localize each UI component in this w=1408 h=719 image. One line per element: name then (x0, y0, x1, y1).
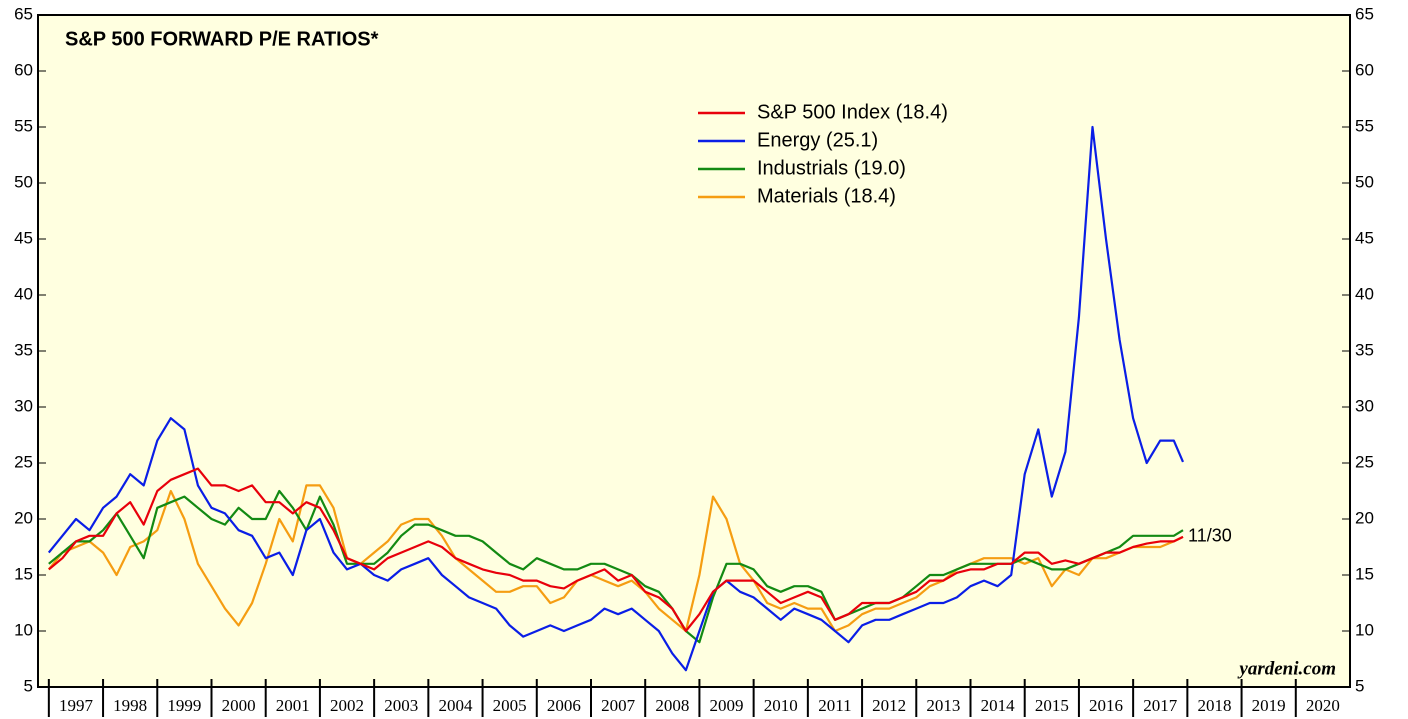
x-tick-label: 2000 (222, 696, 256, 715)
end-annotation: 11/30 (1188, 526, 1232, 546)
x-tick-label: 2016 (1089, 696, 1123, 715)
series-line (47, 125, 1185, 672)
y-tick-label: 5 (24, 676, 33, 695)
series-line (48, 467, 1184, 633)
x-tick-label: 2012 (872, 696, 906, 715)
y-tick-label: 35 (14, 340, 33, 359)
y-tick-label: 30 (14, 396, 33, 415)
y2-tick-label: 55 (1355, 116, 1374, 135)
y2-tick-label: 30 (1355, 396, 1374, 415)
y2-tick-label: 25 (1355, 452, 1374, 471)
y2-tick-label: 40 (1355, 284, 1374, 303)
x-tick-label: 2017 (1143, 696, 1178, 715)
x-tick-label: 2009 (710, 696, 744, 715)
y-tick-label: 15 (14, 564, 33, 583)
y-tick-label: 25 (14, 452, 33, 471)
legend-label: Industrials (19.0) (757, 157, 906, 179)
y2-tick-label: 65 (1355, 4, 1374, 23)
x-tick-label: 2011 (818, 696, 851, 715)
x-tick-label: 1997 (59, 696, 94, 715)
y-tick-label: 45 (14, 228, 33, 247)
y2-tick-label: 50 (1355, 172, 1374, 191)
y-tick-label: 10 (14, 620, 33, 639)
y2-tick-label: 45 (1355, 228, 1374, 247)
x-tick-label: 2002 (330, 696, 364, 715)
x-tick-label: 2007 (601, 696, 636, 715)
legend-label: Materials (18.4) (757, 185, 896, 207)
x-tick-label: 2019 (1252, 696, 1286, 715)
plot-area (37, 14, 1351, 688)
y-tick-label: 50 (14, 172, 33, 191)
x-tick-label: 2015 (1035, 696, 1069, 715)
x-tick-label: 2013 (926, 696, 960, 715)
y2-tick-label: 20 (1355, 508, 1374, 527)
legend-label: Energy (25.1) (757, 129, 878, 151)
legend-label: S&P 500 Index (18.4) (757, 101, 948, 123)
series-line (47, 484, 1184, 633)
x-tick-label: 2010 (764, 696, 798, 715)
x-tick-label: 2008 (655, 696, 689, 715)
y-tick-label: 40 (14, 284, 33, 303)
y2-tick-label: 60 (1355, 60, 1374, 79)
y-tick-label: 65 (14, 4, 33, 23)
y2-tick-label: 35 (1355, 340, 1374, 359)
y2-tick-label: 15 (1355, 564, 1374, 583)
x-tick-label: 2003 (384, 696, 418, 715)
x-tick-label: 1998 (113, 696, 147, 715)
x-tick-label: 2014 (981, 696, 1016, 715)
chart-title: S&P 500 FORWARD P/E RATIOS* (65, 28, 379, 50)
x-tick-label: 2018 (1197, 696, 1231, 715)
x-tick-label: 2001 (276, 696, 310, 715)
y2-tick-label: 10 (1355, 620, 1374, 639)
y2-tick-label: 5 (1355, 676, 1364, 695)
x-tick-label: 2005 (493, 696, 527, 715)
y-tick-label: 60 (14, 60, 33, 79)
source-label: yardeni.com (1237, 658, 1336, 679)
y-tick-label: 55 (14, 116, 33, 135)
x-tick-label: 2006 (547, 696, 581, 715)
x-tick-label: 2004 (438, 696, 473, 715)
x-tick-label: 2020 (1306, 696, 1340, 715)
x-tick-label: 1999 (167, 696, 201, 715)
y-tick-label: 20 (14, 508, 33, 527)
